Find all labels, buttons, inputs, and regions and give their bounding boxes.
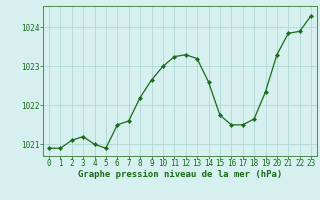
X-axis label: Graphe pression niveau de la mer (hPa): Graphe pression niveau de la mer (hPa)	[78, 170, 282, 179]
